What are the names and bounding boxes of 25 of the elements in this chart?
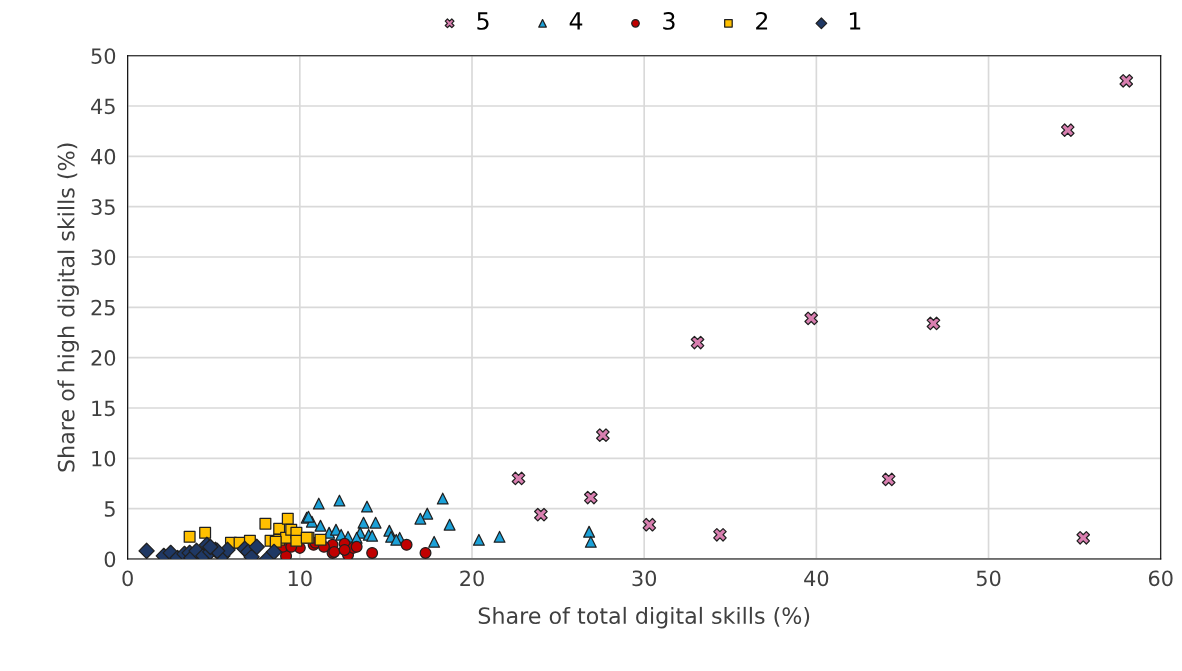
y-axis-title: Share of high digital skills (%) bbox=[57, 143, 79, 472]
y-tick-label: 20 bbox=[91, 350, 116, 366]
y-tick-label: 5 bbox=[104, 501, 115, 517]
x-tick-label: 60 bbox=[1148, 570, 1173, 587]
y-tick-label: 50 bbox=[91, 48, 116, 64]
x-tick-label: 10 bbox=[288, 570, 312, 587]
y-tick-label: 15 bbox=[92, 400, 115, 417]
legend-label: 1 bbox=[849, 12, 861, 30]
x-tick-label: 40 bbox=[804, 570, 829, 587]
legend-label: 3 bbox=[663, 12, 675, 30]
x-axis-title: Share of total digital skills (%) bbox=[478, 606, 810, 629]
y-tick-label: 0 bbox=[104, 551, 116, 568]
x-tick-label: 30 bbox=[632, 570, 657, 587]
x-tick-label: 50 bbox=[976, 570, 1001, 587]
legend-label: 4 bbox=[569, 12, 583, 30]
y-tick-label: 40 bbox=[91, 148, 116, 165]
y-tick-label: 30 bbox=[91, 249, 116, 266]
legend-label: 5 bbox=[477, 12, 489, 30]
legend-label: 2 bbox=[756, 12, 768, 30]
x-tick-label: 0 bbox=[122, 570, 133, 587]
y-tick-label: 25 bbox=[91, 299, 115, 316]
y-tick-label: 45 bbox=[91, 98, 115, 115]
x-tick-label: 20 bbox=[460, 570, 484, 587]
y-tick-label: 10 bbox=[92, 450, 116, 467]
y-tick-label: 35 bbox=[91, 199, 115, 215]
